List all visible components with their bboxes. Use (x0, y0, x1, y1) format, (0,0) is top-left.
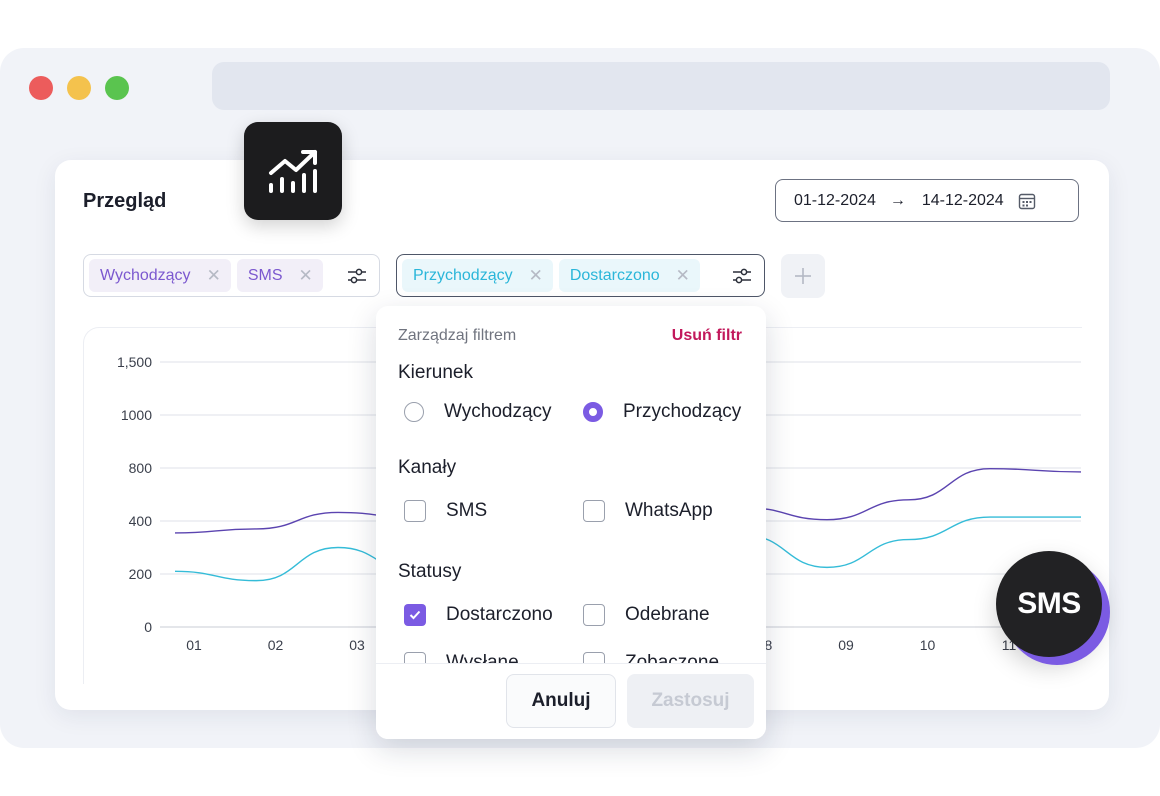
statuses-heading: Statusy (398, 561, 462, 582)
y-tick-label: 800 (129, 460, 153, 476)
filter-chip[interactable]: Przychodzący ✕ (402, 259, 553, 292)
address-bar[interactable] (212, 62, 1110, 110)
plus-icon (795, 268, 811, 284)
channels-heading: Kanały (398, 457, 457, 478)
chip-label: Dostarczono (569, 266, 660, 284)
date-range-picker[interactable]: 01-12-2024 → 14-12-2024 (775, 179, 1079, 222)
trending-up-chart-icon (244, 122, 342, 220)
sms-badge: SMS (996, 551, 1102, 657)
x-tick-label: 09 (838, 637, 854, 653)
calendar-icon[interactable] (1018, 192, 1036, 210)
checkbox[interactable] (583, 604, 605, 626)
checkbox-label: WhatsApp (625, 500, 713, 521)
close-icon[interactable]: ✕ (206, 265, 221, 285)
x-tick-label: 01 (186, 637, 202, 653)
filter-group-incoming[interactable]: Przychodzący ✕ Dostarczono ✕ (396, 254, 765, 297)
checkbox[interactable] (583, 500, 605, 522)
checkbox-label: Dostarczono (446, 604, 553, 625)
checkbox[interactable] (404, 500, 426, 522)
radio-label: Przychodzący (623, 401, 742, 422)
filter-chip[interactable]: Dostarczono ✕ (558, 259, 700, 292)
dropdown-header: Zarządzaj filtrem (398, 327, 517, 344)
check-icon (409, 610, 421, 620)
page-title: Przegląd (83, 190, 167, 212)
chip-label: Przychodzący (413, 266, 513, 284)
checkbox-checked[interactable] (404, 604, 426, 626)
checkbox-whatsapp[interactable]: WhatsApp (583, 500, 713, 522)
y-tick-label: 400 (129, 513, 153, 529)
radio-label: Wychodzący (444, 401, 552, 422)
filter-chip[interactable]: SMS ✕ (236, 259, 323, 292)
checkbox-received[interactable]: Odebrane (583, 604, 710, 626)
window-minimize-button[interactable] (67, 76, 91, 100)
add-filter-button[interactable] (781, 254, 825, 298)
checkbox-label: Odebrane (625, 604, 710, 625)
direction-heading: Kierunek (398, 362, 473, 383)
cancel-button[interactable]: Anuluj (506, 674, 616, 728)
sliders-icon[interactable] (732, 266, 752, 286)
window-maximize-button[interactable] (105, 76, 129, 100)
radio-button[interactable] (404, 402, 424, 422)
filter-group-outgoing[interactable]: Wychodzący ✕ SMS ✕ (83, 254, 380, 297)
checkbox-sms[interactable]: SMS (404, 500, 487, 522)
x-tick-label: 10 (920, 637, 936, 653)
y-tick-label: 0 (144, 619, 152, 635)
radio-button-selected[interactable] (583, 402, 603, 422)
x-tick-label: 03 (349, 637, 365, 653)
close-icon[interactable]: ✕ (528, 265, 543, 285)
remove-filter-link[interactable]: Usuń filtr (671, 327, 742, 344)
checkbox-delivered[interactable]: Dostarczono (404, 604, 553, 626)
y-tick-label: 200 (129, 566, 153, 582)
date-arrow: → (889, 191, 906, 209)
sliders-icon[interactable] (347, 266, 367, 286)
window-close-button[interactable] (29, 76, 53, 100)
y-tick-label: 1000 (121, 407, 152, 423)
close-icon[interactable]: ✕ (298, 265, 313, 285)
checkbox-label: SMS (446, 500, 488, 521)
date-end: 14-12-2024 (921, 191, 1004, 209)
filter-chip[interactable]: Wychodzący ✕ (89, 259, 231, 292)
apply-button[interactable]: Zastosuj (627, 674, 754, 728)
x-tick-label: 02 (268, 637, 284, 653)
date-start: 01-12-2024 (794, 191, 876, 209)
radio-outgoing[interactable]: Wychodzący (404, 401, 552, 423)
radio-incoming[interactable]: Przychodzący (583, 401, 741, 423)
filter-dropdown: Zarządzaj filtrem Usuń filtr Kierunek Wy… (376, 306, 766, 739)
chip-label: SMS (247, 266, 283, 284)
chip-label: Wychodzący (100, 266, 191, 284)
close-icon[interactable]: ✕ (675, 265, 690, 285)
y-tick-label: 1,500 (117, 354, 152, 370)
